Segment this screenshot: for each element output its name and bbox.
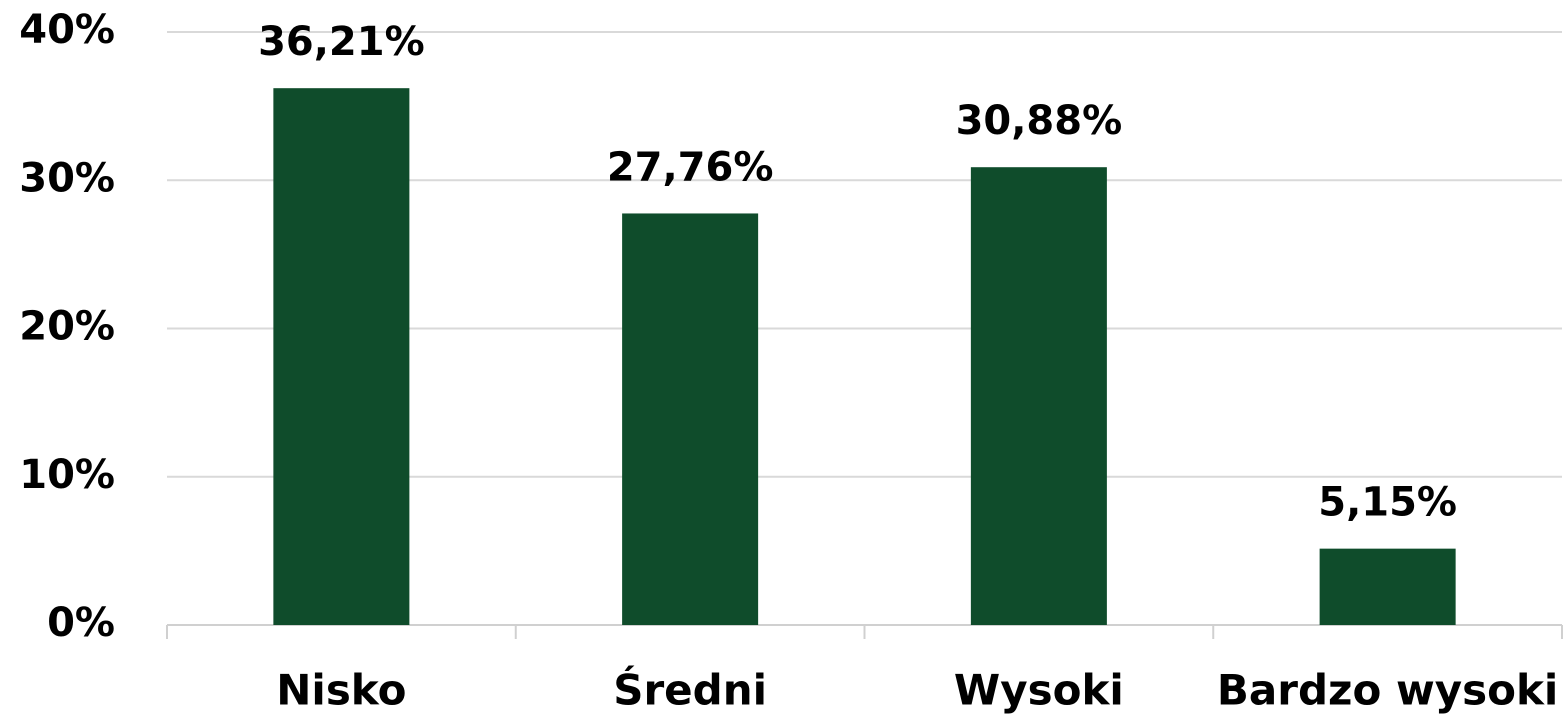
bar (1319, 548, 1456, 625)
bar (622, 213, 759, 625)
y-tick-label: 20% (19, 304, 115, 350)
data-label: 27,76% (607, 144, 774, 190)
x-tick-label: Średni (613, 665, 767, 715)
data-label: 5,15% (1318, 480, 1457, 526)
data-label: 30,88% (956, 98, 1123, 144)
x-tick-label: Nisko (276, 666, 406, 715)
y-tick-label: 0% (47, 600, 115, 646)
bar (273, 88, 410, 625)
y-tick-label: 30% (19, 155, 115, 201)
bar (970, 167, 1107, 626)
x-tick-label: Bardzo wysoki (1217, 666, 1558, 715)
y-tick-label: 40% (19, 7, 115, 53)
data-label: 36,21% (258, 19, 425, 65)
x-tick-label: Wysoki (954, 666, 1124, 715)
y-tick-label: 10% (19, 452, 115, 498)
